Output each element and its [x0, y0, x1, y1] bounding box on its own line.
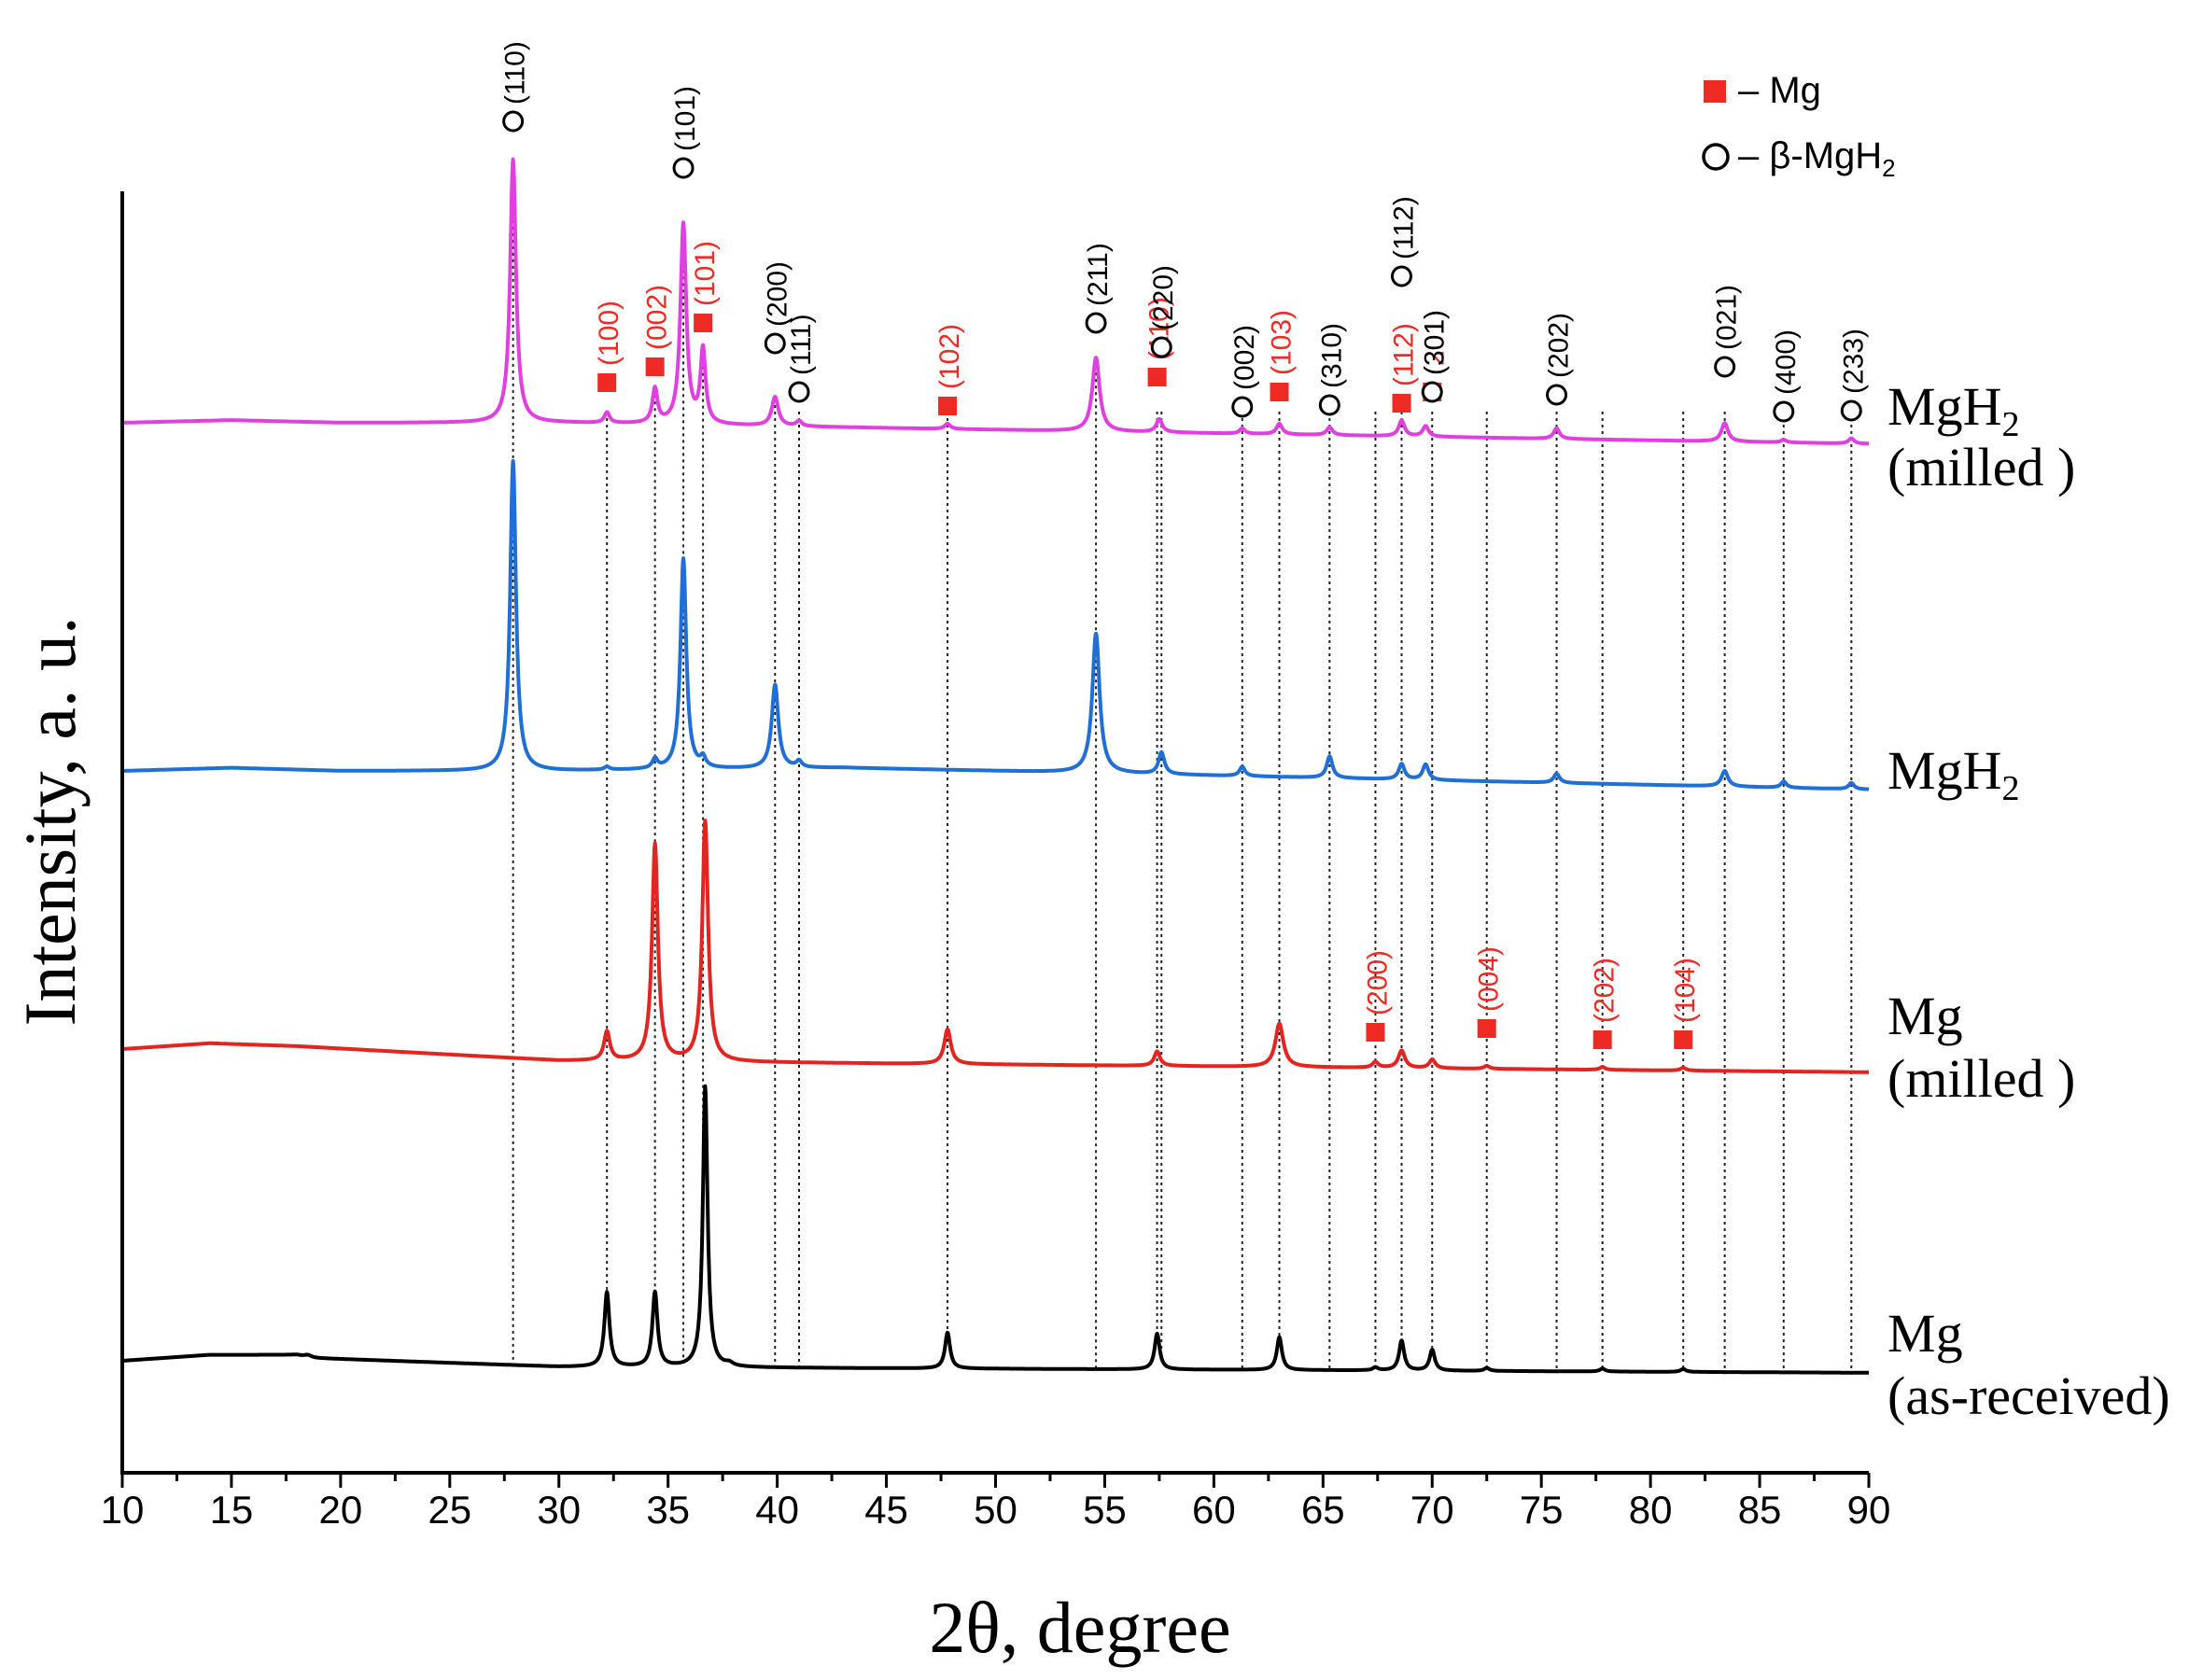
mgh2-marker — [1318, 394, 1340, 416]
hkl-label: (103) — [1267, 310, 1298, 375]
hkl-label: (400) — [1771, 329, 1802, 395]
legend-mgh2-marker — [1702, 143, 1730, 171]
series-label-1: MgH2 — [1887, 740, 2019, 808]
hkl-label: (101) — [670, 86, 701, 151]
mgh2-marker — [1546, 384, 1568, 406]
hkl-label: (211) — [1083, 243, 1114, 306]
mgh2-marker — [502, 110, 525, 133]
hkl-label: (104) — [1670, 958, 1701, 1023]
x-axis-label: 2θ, degree — [929, 1587, 1230, 1668]
mgh2-marker — [1231, 396, 1254, 418]
legend-mg-marker — [1704, 80, 1726, 103]
mg-marker — [1477, 1019, 1496, 1038]
mg-marker — [597, 373, 617, 392]
x-tick-label: 90 — [1847, 1488, 1891, 1532]
mgh2-marker — [672, 157, 695, 179]
series-group — [120, 157, 1871, 1375]
x-tick-label: 20 — [319, 1488, 363, 1532]
hkl-label: (021) — [1712, 285, 1743, 350]
hkl-label: (111) — [786, 314, 817, 375]
x-tick-label: 45 — [864, 1488, 908, 1532]
hkl-label: (004) — [1474, 946, 1505, 1012]
hkl-label: (102) — [934, 324, 965, 389]
hkl-label: (101) — [690, 241, 721, 306]
mg-marker — [1147, 368, 1167, 386]
mgh2-marker — [788, 381, 810, 403]
phase-markers: (110)(100) (002)(101)(101) (200)(111) (102)… — [500, 41, 1869, 1049]
hkl-label: (233) — [1838, 329, 1869, 394]
hkl-label: (112) — [1389, 196, 1420, 259]
series-line-1 — [120, 458, 1871, 791]
mg-marker — [938, 397, 958, 415]
mgh2-marker — [1421, 381, 1443, 403]
hkl-label: (002) — [642, 285, 673, 350]
x-tick-label: 40 — [755, 1488, 799, 1532]
hkl-label: (200) — [1362, 950, 1393, 1015]
series-label-3: Mg — [1887, 1303, 1963, 1364]
mg-marker — [694, 314, 713, 332]
hkl-label: (310) — [1316, 323, 1347, 388]
hkl-label: (202) — [1590, 958, 1621, 1023]
x-ticks: 10 15 20 25 30 35 40 45 50 55 60 65 70 75 80 85 90 — [101, 1473, 1891, 1532]
x-tick-label: 35 — [646, 1488, 690, 1532]
hkl-label: (200) — [762, 261, 793, 327]
x-tick-label: 70 — [1410, 1488, 1454, 1532]
legend: – Mg – β-MgH2 — [1702, 70, 1896, 182]
mgh2-marker — [1391, 265, 1413, 287]
x-tick-label: 25 — [428, 1488, 471, 1532]
series-label-0: MgH2 — [1887, 376, 2019, 444]
mg-marker — [1392, 394, 1411, 413]
mg-marker — [1270, 383, 1289, 401]
mgh2-marker — [1150, 336, 1172, 358]
hkl-label: (112) — [1389, 323, 1420, 386]
x-tick-label: 60 — [1192, 1488, 1236, 1532]
mg-marker — [645, 357, 665, 376]
series-line-2 — [120, 819, 1871, 1074]
hkl-label: (202) — [1544, 313, 1575, 378]
x-tick-label: 55 — [1083, 1488, 1127, 1532]
mgh2-marker — [1714, 356, 1736, 378]
series-label-2-line2: (milled ) — [1887, 1048, 2075, 1109]
mg-marker — [1593, 1030, 1612, 1049]
hkl-label: (002) — [1229, 325, 1260, 390]
mgh2-marker — [1773, 400, 1795, 423]
mg-marker — [1674, 1030, 1693, 1049]
hkl-label: (201) — [1419, 310, 1450, 375]
mgh2-marker — [1085, 312, 1107, 334]
x-tick-label: 10 — [101, 1488, 145, 1532]
mg-marker — [1366, 1023, 1385, 1042]
legend-mg-text: – Mg — [1738, 70, 1821, 111]
legend-mgh2-text: – β-MgH2 — [1738, 135, 1896, 182]
series-line-3 — [120, 1084, 1871, 1375]
hkl-label: (110) — [500, 41, 531, 105]
x-tick-label: 85 — [1738, 1488, 1782, 1532]
series-label-3-line2: (as-received) — [1887, 1365, 2170, 1426]
series-line-0 — [120, 157, 1871, 446]
x-tick-label: 75 — [1520, 1488, 1564, 1532]
x-tick-label: 65 — [1301, 1488, 1345, 1532]
guide-lines — [512, 161, 1853, 1375]
x-tick-label: 30 — [537, 1488, 581, 1532]
y-axis-label: Intensity, a. u. — [9, 616, 91, 1026]
hkl-label: (220) — [1148, 265, 1179, 330]
x-tick-label: 80 — [1629, 1488, 1673, 1532]
mgh2-marker — [1840, 399, 1862, 422]
series-label-2: Mg — [1887, 986, 1963, 1046]
x-tick-label: 15 — [210, 1488, 254, 1532]
mgh2-marker — [764, 332, 786, 355]
series-label-0-line2: (milled ) — [1887, 437, 2075, 497]
x-tick-label: 50 — [974, 1488, 1017, 1532]
axes — [120, 191, 1869, 1475]
hkl-label: (100) — [594, 301, 624, 366]
hkl-label: (301) — [1419, 310, 1450, 375]
